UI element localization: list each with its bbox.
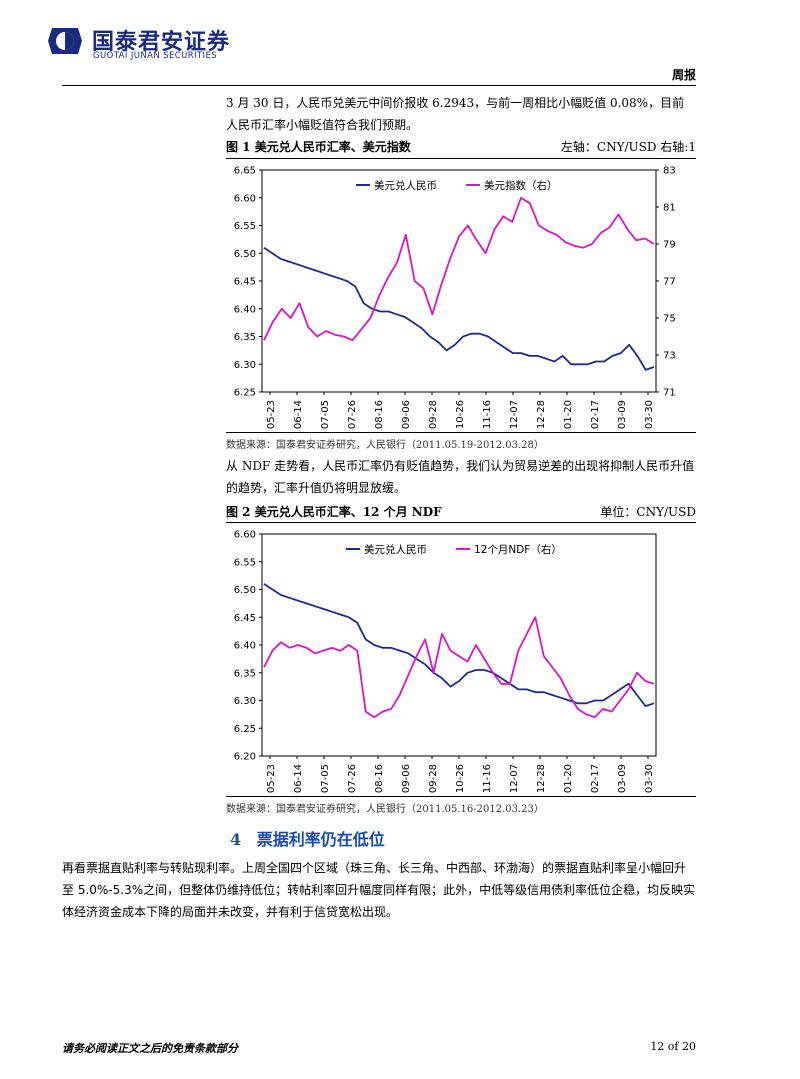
x-tick-label: 11-16 <box>482 764 493 793</box>
x-tick-label: 02-17 <box>590 400 601 429</box>
company-name-en: GUOTAI JUNAN SECURITIES <box>93 51 218 61</box>
y-left-tick-label: 6.40 <box>234 304 256 315</box>
x-tick-label: 03-30 <box>644 400 655 429</box>
y-right-tick-label: 73 <box>663 351 676 362</box>
figure1-chart: 6.65 6.60 6.55 6.50 6.45 6.40 6.35 6.30 6.25 83 81… <box>234 166 676 430</box>
figure2-unit-note: 单位：CNY/USD <box>600 505 696 519</box>
y-left-tick-label: 6.60 <box>234 530 256 541</box>
figure2-bottom-rule <box>226 796 696 797</box>
x-tick-label: 07-26 <box>347 400 358 429</box>
figure2-title: 图 2 美元兑人民币汇率、12 个月 NDF <box>226 505 442 519</box>
y-left-tick-label: 6.55 <box>234 221 256 232</box>
x-tick-label: 12-28 <box>536 400 547 429</box>
company-name-cn: 国泰君安证券 <box>92 30 231 55</box>
x-tick-label: 02-17 <box>590 764 601 793</box>
x-tick-label: 11-16 <box>482 400 493 429</box>
figure1-unit-note: 左轴：CNY/USD 右轴:1 <box>560 140 696 154</box>
x-tick-label: 12-28 <box>536 764 547 793</box>
section-heading: 4 票据利率仍在低位 <box>230 826 385 850</box>
figure1-title: 图 1 美元兑人民币汇率、美元指数 <box>226 140 411 154</box>
y-left-tick-label: 6.25 <box>234 724 256 735</box>
x-tick-label: 01-20 <box>563 400 574 429</box>
section-number: 4 <box>230 830 242 849</box>
x-tick-label: 09-28 <box>428 400 439 429</box>
y-right-tick-label: 71 <box>663 388 676 399</box>
section-title: 票据利率仍在低位 <box>256 830 385 849</box>
series-line-2 <box>263 196 655 342</box>
y-left-tick-label: 6.65 <box>234 166 256 177</box>
y-left-tick-label: 6.35 <box>234 668 256 679</box>
y-left-tick-label: 6.30 <box>234 360 256 371</box>
y-left-tick-label: 6.20 <box>234 752 256 763</box>
x-tick-label: 01-20 <box>563 764 574 793</box>
y-left-tick-label: 6.45 <box>234 613 256 624</box>
plot-frame <box>261 533 657 757</box>
y-left-tick-label: 6.40 <box>234 641 256 652</box>
series-line-2 <box>263 616 655 719</box>
company-logo-icon <box>48 28 82 54</box>
x-tick-label: 08-16 <box>374 764 385 793</box>
y-right-tick-label: 79 <box>663 240 676 251</box>
y-left-tick-label: 6.45 <box>234 277 256 288</box>
x-tick-label: 07-26 <box>347 764 358 793</box>
y-right-tick-label: 83 <box>663 166 676 177</box>
x-tick-label: 03-30 <box>644 764 655 793</box>
y-left-tick-label: 6.25 <box>234 388 256 399</box>
x-tick-label: 06-14 <box>293 764 304 793</box>
header-divider <box>62 85 696 86</box>
x-tick-label: 06-14 <box>293 400 304 429</box>
page-number: 12 of 20 <box>650 1040 696 1053</box>
legend-label-2: 美元指数（右） <box>484 179 558 192</box>
x-tick-label: 09-06 <box>401 400 412 429</box>
figure2-source: 数据来源：国泰君安证券研究，人民银行（2011.05.16-2012.03.23… <box>226 804 544 815</box>
series-line-1 <box>263 246 655 371</box>
x-tick-label: 10-26 <box>455 764 466 793</box>
y-left-tick-label: 6.35 <box>234 332 256 343</box>
legend-label-1: 美元兑人民币 <box>364 543 427 556</box>
figure2-title-rule <box>226 522 696 523</box>
footer-disclaimer: 请务必阅读正文之后的免责条款部分 <box>62 1042 238 1055</box>
x-tick-label: 10-26 <box>455 400 466 429</box>
x-tick-label: 12-07 <box>509 400 520 429</box>
y-left-tick-label: 6.55 <box>234 557 256 568</box>
x-tick-label: 12-07 <box>509 764 520 793</box>
figure1-source: 数据来源：国泰君安证券研究，人民银行（2011.05.19-2012.03.28… <box>226 440 544 451</box>
x-tick-label: 07-05 <box>320 400 331 429</box>
report-type: 周报 <box>671 68 696 82</box>
y-right-tick-label: 77 <box>663 277 676 288</box>
y-left-tick-label: 6.50 <box>234 585 256 596</box>
figure1-bottom-rule <box>226 432 696 433</box>
y-right-tick-label: 81 <box>663 203 676 214</box>
legend-label-1: 美元兑人民币 <box>374 179 437 192</box>
figure2-chart: 6.60 6.55 6.50 6.45 6.40 6.35 6.30 6.25 6.20 05-2… <box>234 530 657 793</box>
x-tick-label: 05-23 <box>266 400 277 429</box>
x-tick-label: 05-23 <box>266 764 277 793</box>
x-tick-label: 07-05 <box>320 764 331 793</box>
plot-frame <box>261 169 657 393</box>
y-left-tick-label: 6.60 <box>234 193 256 204</box>
y-left-tick-label: 6.50 <box>234 249 256 260</box>
x-tick-label: 03-09 <box>617 400 628 429</box>
paragraph-ndf: 从 NDF 走势看，人民币汇率仍有贬值趋势，我们认为贸易逆差的出现将抑制人民币升… <box>226 459 695 495</box>
paragraph-fx-midrate: 3 月 30 日，人民币兑美元中间价报收 6.2943，与前一周相比小幅贬值 0… <box>226 96 685 132</box>
x-tick-label: 08-16 <box>374 400 385 429</box>
paragraph-bill-rates: 再看票据直贴利率与转贴现利率。上周全国四个区域（珠三角、长三角、中西部、环渤海）… <box>62 861 696 919</box>
figure1-title-rule <box>226 158 696 159</box>
x-tick-label: 03-09 <box>617 764 628 793</box>
x-tick-label: 09-06 <box>401 764 412 793</box>
y-left-tick-label: 6.30 <box>234 696 256 707</box>
series-line-1 <box>263 583 655 708</box>
y-right-tick-label: 75 <box>663 314 676 325</box>
x-tick-label: 09-28 <box>428 764 439 793</box>
legend-label-2: 12个月NDF（右） <box>474 543 562 556</box>
